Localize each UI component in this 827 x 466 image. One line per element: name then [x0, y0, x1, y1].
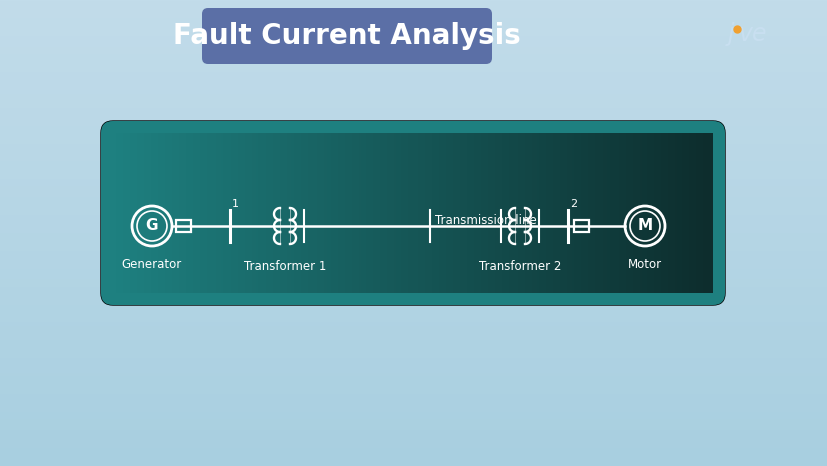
Text: Fault Current Analysis: Fault Current Analysis — [173, 22, 520, 50]
Text: Transmission line: Transmission line — [434, 214, 536, 227]
FancyBboxPatch shape — [202, 8, 491, 64]
Bar — [573, 220, 588, 232]
Text: Motor: Motor — [627, 258, 662, 271]
FancyBboxPatch shape — [101, 121, 724, 305]
Text: Transformer 2: Transformer 2 — [478, 260, 561, 273]
Text: Generator: Generator — [122, 258, 182, 271]
Text: 1: 1 — [232, 199, 239, 209]
Text: j: j — [727, 22, 734, 46]
Text: Transformer 1: Transformer 1 — [243, 260, 326, 273]
Text: 2: 2 — [569, 199, 576, 209]
Text: M: M — [637, 219, 652, 233]
Text: G: G — [146, 219, 158, 233]
FancyBboxPatch shape — [101, 121, 724, 305]
Bar — [176, 220, 191, 232]
Text: ve: ve — [737, 22, 766, 46]
